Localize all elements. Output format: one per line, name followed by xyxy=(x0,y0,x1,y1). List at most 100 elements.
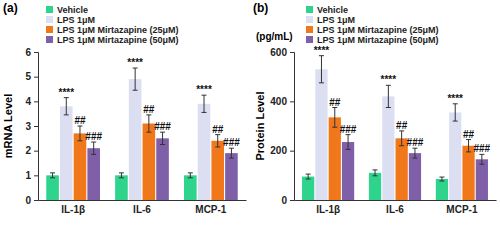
error-bar-cap xyxy=(91,154,96,155)
error-bar-stem xyxy=(468,140,469,152)
legend-swatch xyxy=(46,6,53,13)
error-bar xyxy=(399,131,404,146)
error-bar-stem xyxy=(308,174,309,179)
x-tick: MCP-1 xyxy=(446,200,478,215)
x-tick: IL-6 xyxy=(386,200,404,215)
error-bar-cap xyxy=(439,177,444,178)
error-bar-cap xyxy=(386,107,391,108)
y-tick-label: 600 xyxy=(270,47,287,58)
panel: 0123456IL-1βIL-6MCP-1************#######… xyxy=(2,1,247,215)
error-bar-cap xyxy=(119,172,124,173)
significance-label: **** xyxy=(127,57,143,68)
error-bar xyxy=(64,98,69,115)
error-bar xyxy=(319,56,324,83)
significance-label: **** xyxy=(381,74,397,85)
error-bar-stem xyxy=(321,56,322,83)
y-tick-mark xyxy=(34,77,38,78)
x-tick: MCP-1 xyxy=(195,200,227,215)
y-tick-label: 3 xyxy=(25,121,31,132)
error-bar-stem xyxy=(148,115,149,132)
legend: VehicleLPS 1μMLPS 1μM Mirtazapine (25μM)… xyxy=(46,5,179,45)
panel-title: (b) xyxy=(253,1,268,15)
y-tick: 0 xyxy=(281,195,294,206)
error-bar-stem xyxy=(66,98,67,115)
legend-label: Vehicle xyxy=(317,5,348,15)
error-bar-stem xyxy=(217,135,218,147)
error-bar-cap xyxy=(466,151,471,152)
significance-label: ## xyxy=(329,97,341,108)
y-tick-label: 4 xyxy=(25,96,31,107)
significance-label: ### xyxy=(407,137,424,148)
y-tick-mark xyxy=(34,101,38,102)
y-tick-label: 400 xyxy=(270,96,287,107)
error-bar xyxy=(119,173,124,178)
error-bar xyxy=(466,140,471,152)
error-bar-stem xyxy=(135,68,136,90)
significance-label: ### xyxy=(474,143,491,154)
significance-label: ### xyxy=(223,137,240,148)
x-tick-label: IL-1β xyxy=(61,204,85,215)
significance-label: ## xyxy=(396,120,408,131)
error-bar xyxy=(160,132,165,144)
error-bar-cap xyxy=(215,146,220,147)
error-bar-cap xyxy=(332,127,337,128)
y-tick-mark xyxy=(290,52,294,53)
error-bar xyxy=(373,170,378,176)
error-bar-stem xyxy=(414,148,415,158)
error-bar-cap xyxy=(64,114,69,115)
bar xyxy=(115,175,128,200)
error-bar xyxy=(306,174,311,179)
bar xyxy=(369,173,381,200)
bar xyxy=(129,79,142,200)
error-bar-cap xyxy=(188,177,193,178)
y-tick: 400 xyxy=(270,96,294,107)
legend-label: LPS 1μM Mirtazapine (50μM) xyxy=(317,35,439,45)
legend-swatch xyxy=(306,36,313,43)
y-tick: 6 xyxy=(25,47,38,58)
error-bar xyxy=(346,135,351,150)
significance-label: **** xyxy=(314,45,330,56)
bar xyxy=(198,104,211,200)
error-bar xyxy=(146,115,151,132)
error-bar xyxy=(386,85,391,107)
error-bar-cap xyxy=(50,172,55,173)
significance-label: ## xyxy=(143,104,155,115)
x-tick: IL-1β xyxy=(61,200,85,215)
error-bar xyxy=(479,154,484,164)
error-bar xyxy=(133,68,138,90)
significance-label: ## xyxy=(74,115,86,126)
plot-marks xyxy=(302,56,488,200)
y-tick-mark xyxy=(34,151,38,152)
legend-label: LPS 1μM Mirtazapine (50μM) xyxy=(57,35,179,45)
x-tick-label: IL-1β xyxy=(316,204,340,215)
error-bar-stem xyxy=(93,142,94,154)
error-bar-stem xyxy=(388,85,389,107)
error-bar-cap xyxy=(306,174,311,175)
significance-label: **** xyxy=(447,93,463,104)
x-tick-label: IL-6 xyxy=(386,204,404,215)
error-bar xyxy=(229,148,234,158)
y-axis: 0123456 xyxy=(25,47,38,206)
error-bar-stem xyxy=(204,95,205,112)
error-bar-stem xyxy=(375,170,376,176)
error-bar xyxy=(77,126,82,141)
error-bar-cap xyxy=(146,132,151,133)
bar xyxy=(46,175,59,200)
error-bar-stem xyxy=(348,135,349,150)
error-bar-stem xyxy=(455,104,456,121)
bar xyxy=(211,141,224,200)
significance-label: ## xyxy=(212,124,224,135)
x-tick-label: MCP-1 xyxy=(446,204,478,215)
error-bar-cap xyxy=(453,121,458,122)
bar xyxy=(382,96,394,200)
y-axis-line xyxy=(34,53,39,201)
y-tick: 1 xyxy=(25,170,38,181)
y-tick: 4 xyxy=(25,96,38,107)
significance-label: ### xyxy=(340,124,357,135)
error-bar-stem xyxy=(334,108,335,128)
error-bar-stem xyxy=(481,154,482,164)
y-tick-label: 0 xyxy=(25,195,31,206)
error-bar-cap xyxy=(306,179,311,180)
plot-marks xyxy=(46,68,237,200)
bar xyxy=(409,153,421,200)
